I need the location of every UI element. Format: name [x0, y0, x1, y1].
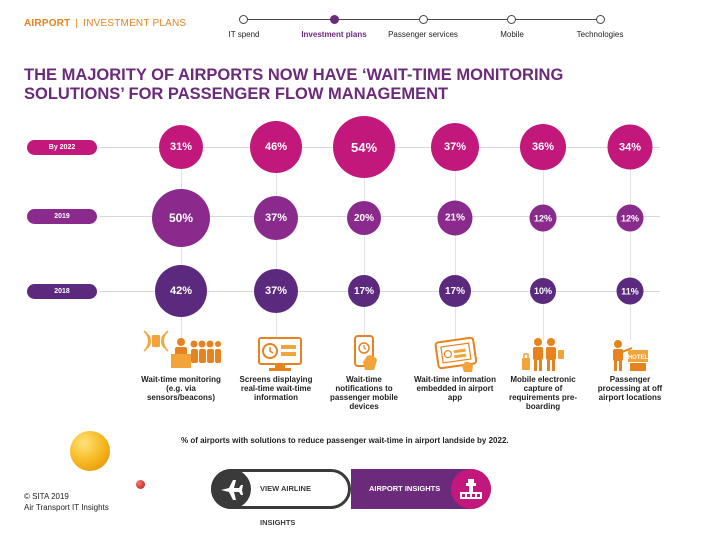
row-label-by-2022: By 2022	[27, 140, 97, 155]
view-airline-insights-label: VIEW AIRLINE INSIGHTS	[260, 484, 311, 527]
passengers-luggage-icon	[520, 336, 566, 377]
nav-item-technologies[interactable]: Technologies	[576, 30, 624, 39]
view-airline-insights-button[interactable]: VIEW AIRLINE INSIGHTS	[211, 469, 351, 527]
row-guide-2018	[100, 291, 660, 292]
bubble-2019-mobile-capture: 12%	[529, 204, 557, 232]
bubble-2022-screens: 46%	[250, 121, 302, 173]
bubble-2019-off-airport: 12%	[616, 204, 644, 232]
nav-node-investment-plans[interactable]	[330, 15, 339, 24]
column-guide	[455, 145, 456, 340]
bubble-2018-wait-time-monitoring: 42%	[155, 265, 207, 317]
page-title-line1: THE MAJORITY OF AIRPORTS NOW HAVE ‘WAIT-…	[24, 66, 564, 84]
bubble-2022-wait-time-monitoring: 31%	[159, 125, 203, 169]
airport-insights-button[interactable]: AIRPORT INSIGHTS	[351, 469, 491, 509]
nav-item-mobile[interactable]: Mobile	[500, 30, 524, 39]
bubble-2018-notifications: 17%	[348, 275, 380, 307]
chart-footnote: % of airports with solutions to reduce p…	[181, 436, 509, 445]
hotel-checkin-icon: HOTEL	[610, 336, 650, 377]
bubble-2018-mobile-capture: 10%	[530, 278, 556, 304]
bubble-2018-app: 17%	[439, 275, 471, 307]
bubble-2022-off-airport: 34%	[607, 124, 653, 170]
bubble-2019-notifications: 20%	[347, 201, 381, 235]
page-title: THE MAJORITY OF AIRPORTS NOW HAVE ‘WAIT-…	[24, 66, 624, 104]
column-guide	[364, 145, 365, 340]
column-label-off-airport: Passenger processing at off airport loca…	[597, 375, 663, 402]
phone-notification-icon	[351, 334, 381, 377]
nav-item-passenger-services[interactable]: Passenger services	[388, 30, 458, 39]
copyright-line1: © SITA 2019	[24, 492, 69, 501]
column-guide	[276, 145, 277, 340]
section-header: AIRPORT | INVESTMENT PLANS	[24, 18, 186, 29]
decorative-dot	[136, 480, 145, 489]
page-title-line2: SOLUTIONS’ FOR PASSENGER FLOW MANAGEMENT	[24, 85, 449, 103]
sensor-person-icon	[141, 320, 221, 375]
section-label: AIRPORT	[24, 18, 71, 29]
bubble-2019-wait-time-monitoring: 50%	[152, 189, 210, 247]
column-guide	[630, 145, 631, 340]
header-separator: |	[75, 18, 79, 29]
airport-insights-label: AIRPORT INSIGHTS	[369, 484, 441, 493]
nav-node-mobile[interactable]	[507, 15, 516, 24]
column-label-wait-time-monitoring: Wait-time monitoring (e.g. via sensors/b…	[141, 375, 221, 402]
decorative-orb	[70, 431, 110, 471]
nav-item-it-spend[interactable]: IT spend	[228, 30, 260, 39]
airport-tower-icon	[451, 469, 491, 509]
bubble-2019-app: 21%	[437, 200, 473, 236]
bubble-2019-screens: 37%	[254, 196, 298, 240]
column-label-notifications: Wait-time notifications to passenger mob…	[329, 375, 399, 411]
bubble-2018-off-airport: 11%	[616, 277, 644, 305]
row-label-2018: 2018	[27, 284, 97, 299]
bubble-2018-screens: 37%	[254, 269, 298, 313]
airplane-icon	[211, 469, 251, 509]
column-label-mobile-capture: Mobile electronic capture of requirement…	[508, 375, 578, 411]
nav-node-passenger-services[interactable]	[419, 15, 428, 24]
bubble-2022-notifications: 54%	[333, 116, 395, 178]
copyright: © SITA 2019 Air Transport IT Insights	[24, 491, 109, 513]
column-label-app: Wait-time information embedded in airpor…	[414, 375, 496, 402]
nav-node-technologies[interactable]	[596, 15, 605, 24]
row-label-2019: 2019	[27, 209, 97, 224]
section-sublabel: INVESTMENT PLANS	[83, 18, 187, 29]
screen-display-icon	[257, 336, 303, 377]
bubble-2022-app: 37%	[431, 123, 479, 171]
column-label-screens: Screens displaying real-time wait-time i…	[239, 375, 313, 402]
nav-node-it-spend[interactable]	[239, 15, 248, 24]
svg-text:HOTEL: HOTEL	[628, 355, 649, 361]
column-guide	[543, 145, 544, 340]
tablet-app-icon	[433, 336, 479, 377]
nav-item-investment-plans[interactable]: Investment plans	[301, 30, 367, 39]
bubble-2022-mobile-capture: 36%	[520, 124, 566, 170]
copyright-line2: Air Transport IT Insights	[24, 503, 109, 512]
